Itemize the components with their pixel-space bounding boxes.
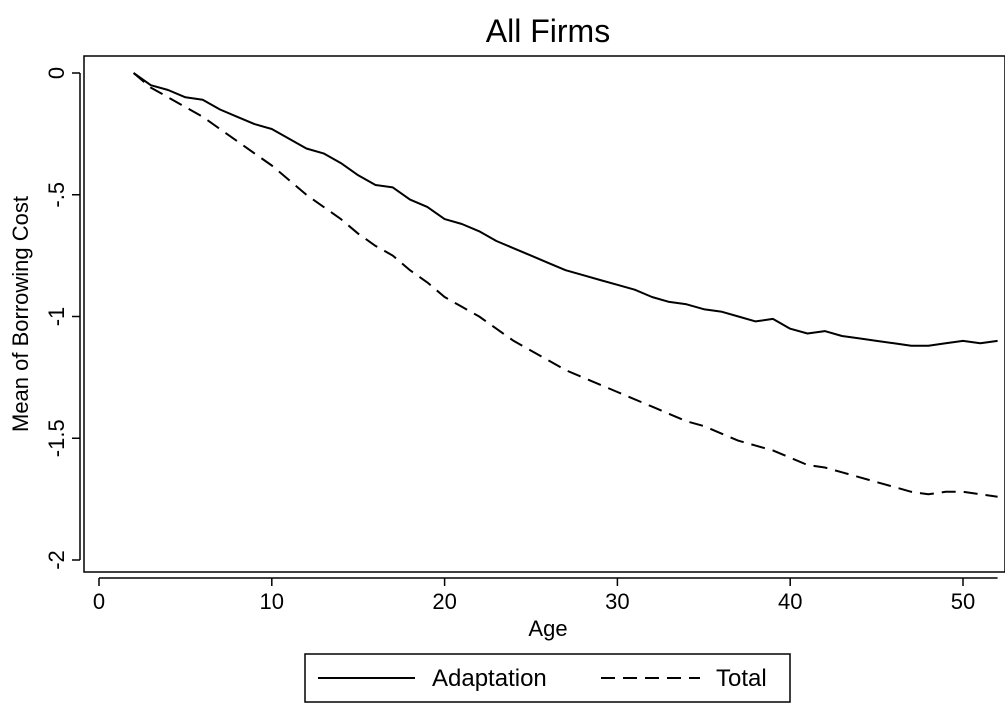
x-tick-label: 30 (605, 589, 629, 614)
y-axis-label: Mean of Borrowing Cost (8, 196, 33, 432)
x-tick-label: 20 (432, 589, 456, 614)
y-tick-label: -.5 (44, 182, 69, 208)
legend: Adaptation Total (304, 653, 791, 703)
x-axis-label: Age (528, 616, 567, 641)
y-tick-label: -2 (44, 550, 69, 570)
y-tick-label: 0 (44, 67, 69, 79)
y-tick-label: -1 (44, 307, 69, 327)
x-axis: 0 10 20 30 40 50 (93, 577, 998, 614)
x-tick-label: 10 (260, 589, 284, 614)
y-axis: 0 -.5 -1 -1.5 -2 (44, 67, 81, 570)
plot-area (83, 55, 1005, 573)
chart-title: All Firms (486, 13, 610, 49)
series-layer (132, 72, 998, 498)
x-tick-label: 40 (778, 589, 802, 614)
x-tick-label: 0 (93, 589, 105, 614)
legend-label-total: Total (716, 665, 767, 692)
x-tick-label: 50 (951, 589, 975, 614)
legend-label-adaptation: Adaptation (432, 665, 547, 692)
series-line-total (132, 72, 998, 498)
y-tick-label: -1.5 (44, 419, 69, 457)
series-line-adaptation (133, 72, 998, 347)
